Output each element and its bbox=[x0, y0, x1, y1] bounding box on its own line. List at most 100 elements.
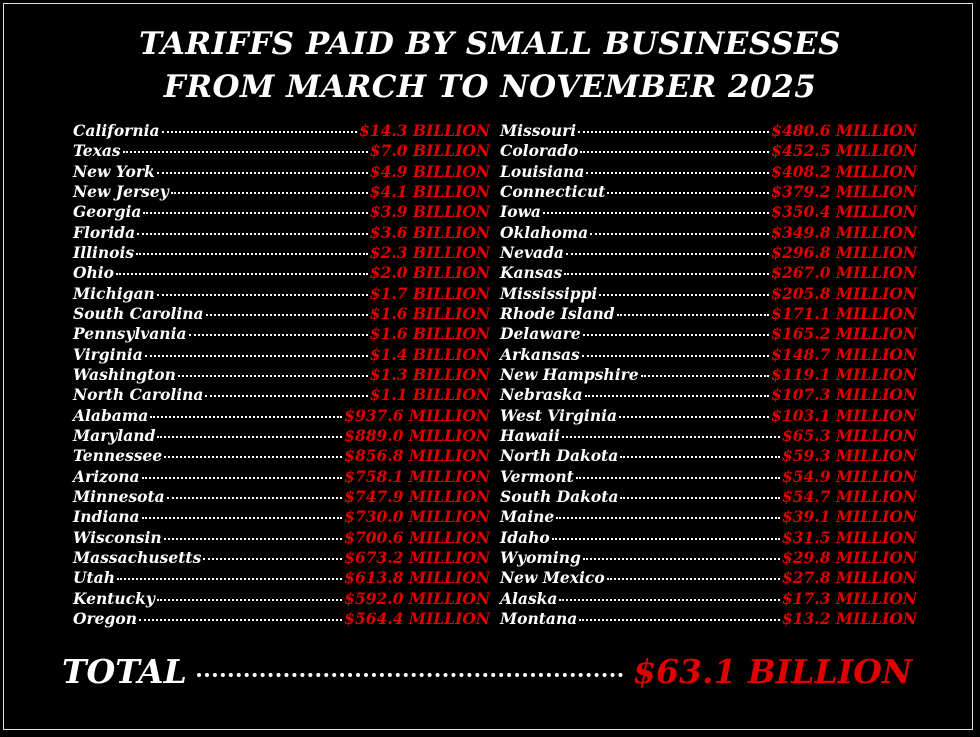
leader bbox=[586, 171, 770, 174]
state-row: Vermont $54.9 MILLION bbox=[500, 467, 917, 487]
state-row: California $14.3 BILLION bbox=[73, 121, 490, 141]
state-row: Florida $3.6 BILLION bbox=[73, 223, 490, 243]
state-amount: $350.4 MILLION bbox=[771, 202, 917, 222]
state-amount: $296.8 MILLION bbox=[771, 242, 917, 262]
state-name: Wisconsin bbox=[73, 527, 162, 547]
state-row: West Virginia $103.1 MILLION bbox=[500, 406, 917, 426]
leader bbox=[150, 415, 343, 418]
state-name: Louisiana bbox=[500, 161, 585, 181]
leader bbox=[561, 435, 780, 438]
state-amount: $673.2 MILLION bbox=[344, 547, 490, 567]
state-name: Michigan bbox=[73, 283, 155, 303]
state-amount: $119.1 MILLION bbox=[771, 364, 917, 384]
state-name: Oregon bbox=[73, 608, 137, 628]
leader bbox=[156, 293, 368, 296]
state-name: North Dakota bbox=[500, 446, 619, 466]
leader bbox=[559, 598, 780, 601]
state-name: New Mexico bbox=[500, 568, 605, 588]
state-name: Florida bbox=[73, 222, 136, 242]
state-name: Rhode Island bbox=[500, 303, 615, 323]
state-row: Alaska $17.3 MILLION bbox=[500, 589, 917, 609]
state-amount: $3.6 BILLION bbox=[369, 222, 490, 242]
state-amount: $889.0 MILLION bbox=[344, 425, 490, 445]
state-row: Michigan $1.7 BILLION bbox=[73, 284, 490, 304]
state-amount: $730.0 MILLION bbox=[344, 507, 490, 527]
state-name: Idaho bbox=[500, 527, 550, 547]
state-amount: $39.1 MILLION bbox=[781, 507, 917, 527]
state-row: Illinois $2.3 BILLION bbox=[73, 243, 490, 263]
leader bbox=[157, 435, 343, 438]
leader bbox=[138, 618, 343, 621]
state-name: South Dakota bbox=[500, 486, 619, 506]
title-line: FROM MARCH TO NOVEMBER 2025 bbox=[163, 69, 817, 105]
leader bbox=[143, 212, 368, 215]
state-amount: $148.7 MILLION bbox=[771, 344, 917, 364]
state-row: South Dakota $54.7 MILLION bbox=[500, 487, 917, 507]
state-name: Indiana bbox=[73, 507, 140, 527]
state-name: Alabama bbox=[73, 405, 149, 425]
state-row: Maryland $889.0 MILLION bbox=[73, 426, 490, 446]
state-name: Washington bbox=[73, 364, 176, 384]
state-amount: $349.8 MILLION bbox=[771, 222, 917, 242]
state-row: Wisconsin $700.6 MILLION bbox=[73, 528, 490, 548]
state-row: North Dakota $59.3 MILLION bbox=[500, 446, 917, 466]
leader bbox=[141, 476, 343, 479]
leader bbox=[584, 395, 770, 398]
leader bbox=[551, 537, 780, 540]
state-amount: $29.8 MILLION bbox=[781, 547, 917, 567]
leader bbox=[161, 131, 357, 133]
state-name: Tennessee bbox=[73, 446, 163, 466]
leader bbox=[599, 293, 770, 296]
leader bbox=[620, 456, 780, 459]
leader bbox=[565, 252, 770, 255]
leader bbox=[616, 313, 770, 316]
leader bbox=[542, 212, 770, 215]
leader bbox=[170, 191, 368, 194]
state-row: Louisiana $408.2 MILLION bbox=[500, 162, 917, 182]
state-amount: $758.1 MILLION bbox=[344, 466, 490, 486]
state-row: Connecticut $379.2 MILLION bbox=[500, 182, 917, 202]
leader bbox=[117, 578, 343, 581]
state-amount: $4.1 BILLION bbox=[369, 181, 490, 201]
state-row: Maine $39.1 MILLION bbox=[500, 507, 917, 527]
state-row: Indiana $730.0 MILLION bbox=[73, 507, 490, 527]
state-name: Ohio bbox=[73, 263, 114, 283]
leader bbox=[137, 232, 368, 235]
leader bbox=[188, 334, 368, 337]
leader bbox=[156, 598, 343, 601]
leader bbox=[575, 476, 780, 479]
state-row: Mississippi $205.8 MILLION bbox=[500, 284, 917, 304]
total-label: TOTAL bbox=[62, 652, 187, 691]
leader bbox=[581, 354, 770, 357]
leader bbox=[580, 151, 770, 154]
state-amount: $856.8 MILLION bbox=[344, 446, 490, 466]
state-name: Texas bbox=[73, 141, 121, 161]
state-name: Nebraska bbox=[500, 385, 583, 405]
leader bbox=[590, 232, 770, 235]
state-row: Kentucky $592.0 MILLION bbox=[73, 589, 490, 609]
leader bbox=[116, 273, 368, 276]
leader bbox=[122, 151, 368, 154]
state-row: North Carolina $1.1 BILLION bbox=[73, 385, 490, 405]
state-name: California bbox=[73, 121, 160, 140]
state-amount: $13.2 MILLION bbox=[781, 608, 917, 628]
leader bbox=[163, 537, 343, 540]
state-row: Delaware $165.2 MILLION bbox=[500, 324, 917, 344]
state-amount: $379.2 MILLION bbox=[771, 181, 917, 201]
state-row: Minnesota $747.9 MILLION bbox=[73, 487, 490, 507]
state-amount: $31.5 MILLION bbox=[781, 527, 917, 547]
state-row: Oregon $564.4 MILLION bbox=[73, 609, 490, 629]
leader bbox=[582, 557, 780, 560]
state-amount: $165.2 MILLION bbox=[771, 324, 917, 344]
state-row: Tennessee $856.8 MILLION bbox=[73, 446, 490, 466]
leader bbox=[136, 252, 368, 255]
leader bbox=[640, 374, 770, 377]
state-name: Hawaii bbox=[500, 425, 560, 445]
state-amount: $27.8 MILLION bbox=[781, 568, 917, 588]
frame bbox=[3, 3, 973, 730]
state-name: Vermont bbox=[500, 466, 574, 486]
state-row: Montana $13.2 MILLION bbox=[500, 609, 917, 629]
state-row: Nebraska $107.3 MILLION bbox=[500, 385, 917, 405]
state-row: Iowa $350.4 MILLION bbox=[500, 202, 917, 222]
state-name: Maine bbox=[500, 507, 555, 527]
